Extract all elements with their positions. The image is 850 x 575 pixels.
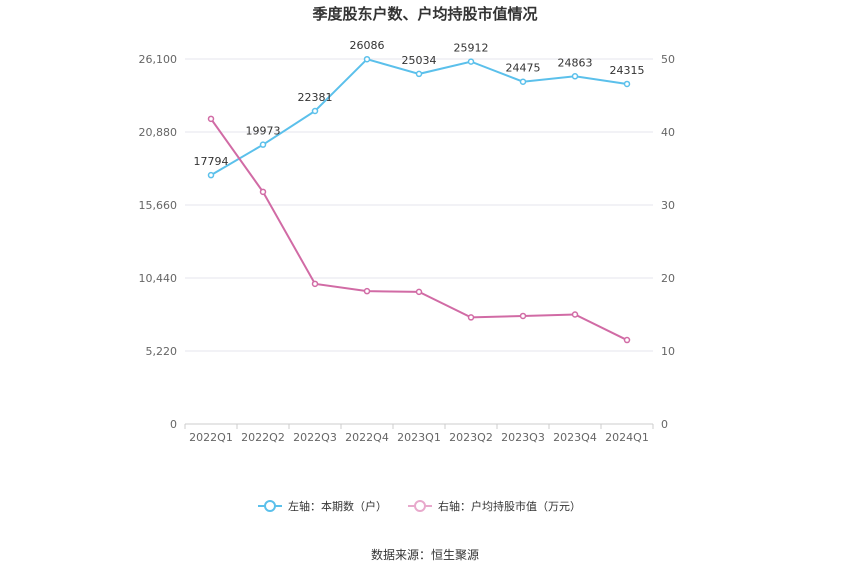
data-label: 17794 (194, 155, 229, 168)
data-point[interactable] (467, 314, 475, 321)
chart-title: 季度股东户数、户均持股市值情况 (312, 5, 537, 23)
left-tick-label: 20,880 (139, 126, 178, 139)
series-lines (207, 55, 631, 344)
data-label: 25912 (454, 42, 489, 55)
left-tick-label: 26,100 (139, 53, 178, 66)
x-tick-label: 2023Q4 (553, 431, 597, 444)
data-point[interactable] (259, 141, 267, 148)
gridlines (185, 58, 653, 425)
legend-marker (414, 500, 426, 512)
left-tick-label: 5,220 (146, 345, 178, 358)
data-point[interactable] (571, 311, 579, 318)
right-tick-label: 40 (661, 126, 675, 139)
right-axis: 0 10 20 30 40 50 (661, 53, 675, 431)
data-label: 24475 (506, 62, 541, 75)
data-point[interactable] (311, 280, 319, 288)
data-point[interactable] (207, 171, 215, 179)
x-tick-label: 2022Q4 (345, 431, 389, 444)
left-tick-label: 0 (170, 418, 177, 431)
right-tick-label: 10 (661, 345, 675, 358)
legend-item-1[interactable]: 左轴：本期数（户） (258, 499, 387, 513)
left-axis: 0 5,220 10,440 15,660 20,880 26,100 (139, 53, 178, 431)
legend[interactable]: 左轴：本期数（户） 右轴：户均持股市值（万元） (258, 499, 581, 513)
data-point[interactable] (519, 312, 527, 320)
data-labels: 17794 19973 22381 26086 25034 25912 24475 24863… (194, 39, 645, 168)
x-axis: 2022Q1 2022Q2 2022Q3 2022Q4 2023Q1 2023Q2 2023… (184, 424, 654, 444)
right-tick-label: 20 (661, 272, 675, 285)
legend-label: 左轴：本期数（户） (288, 499, 387, 513)
data-point[interactable] (623, 80, 631, 88)
data-point[interactable] (311, 107, 319, 115)
x-tick-label: 2022Q2 (241, 431, 285, 444)
right-tick-label: 50 (661, 53, 675, 66)
data-point[interactable] (415, 288, 423, 296)
data-point[interactable] (415, 70, 423, 78)
legend-item-2[interactable]: 右轴：户均持股市值（万元） (408, 499, 581, 513)
x-tick-label: 2023Q3 (501, 431, 545, 444)
left-tick-label: 15,660 (139, 199, 178, 212)
right-tick-label: 0 (661, 418, 668, 431)
data-label: 22381 (298, 91, 333, 104)
data-point[interactable] (623, 336, 631, 344)
data-label: 26086 (350, 39, 385, 52)
right-tick-label: 30 (661, 199, 675, 212)
data-point[interactable] (519, 78, 527, 85)
data-point[interactable] (207, 115, 215, 123)
data-point[interactable] (571, 73, 579, 80)
data-label: 24315 (610, 64, 645, 77)
legend-label: 右轴：户均持股市值（万元） (438, 499, 581, 513)
left-tick-label: 10,440 (139, 272, 178, 285)
data-point[interactable] (363, 287, 371, 295)
data-label: 25034 (402, 54, 437, 67)
x-tick-label: 2023Q2 (449, 431, 493, 444)
data-point[interactable] (467, 58, 475, 65)
source-note: 数据来源：恒生聚源 (371, 547, 479, 562)
data-point[interactable] (363, 55, 371, 63)
data-point[interactable] (259, 188, 267, 196)
x-tick-label: 2022Q3 (293, 431, 337, 444)
x-tick-label: 2023Q1 (397, 431, 441, 444)
legend-marker (264, 500, 276, 512)
x-tick-label: 2024Q1 (605, 431, 649, 444)
data-label: 19973 (246, 125, 281, 138)
series-line-2 (210, 118, 628, 341)
x-tick-label: 2022Q1 (189, 431, 233, 444)
data-label: 24863 (558, 56, 593, 69)
